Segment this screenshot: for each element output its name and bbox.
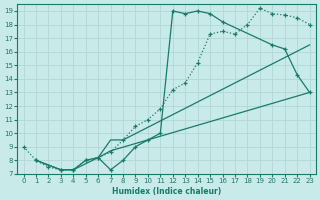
X-axis label: Humidex (Indice chaleur): Humidex (Indice chaleur): [112, 187, 221, 196]
